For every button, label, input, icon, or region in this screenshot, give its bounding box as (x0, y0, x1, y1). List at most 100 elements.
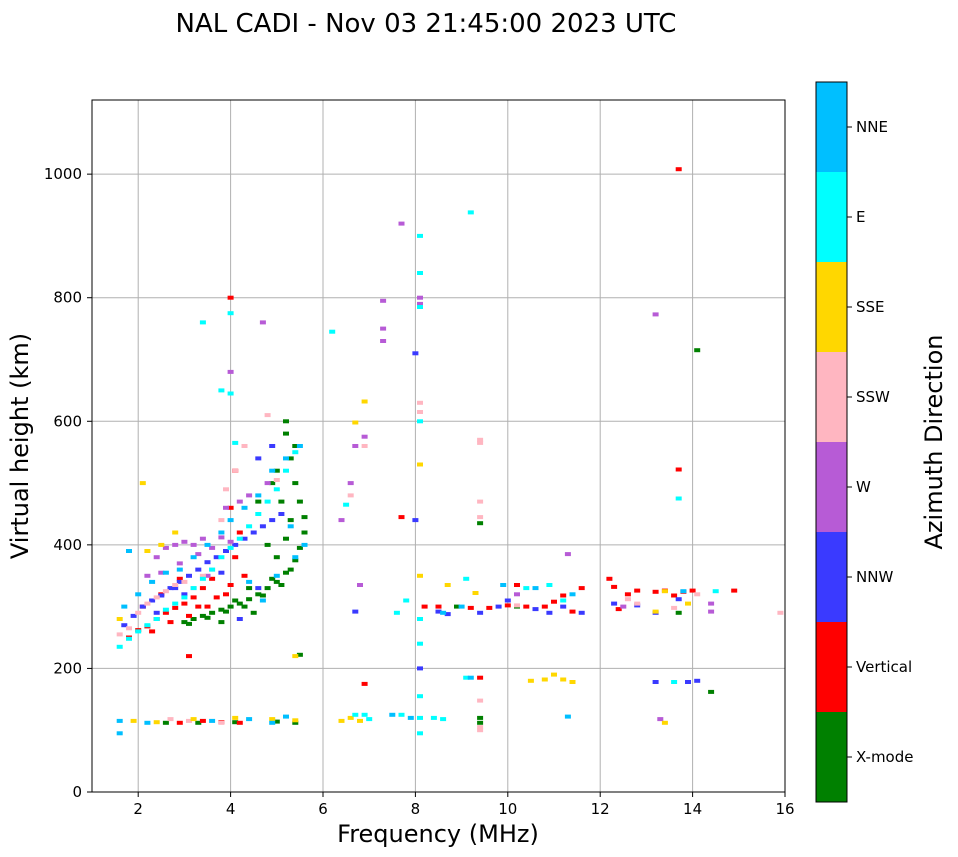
data-point-x-mode (246, 586, 253, 591)
data-point-vertical (606, 576, 613, 581)
data-point-e (181, 595, 188, 600)
data-point-nnw (269, 444, 276, 448)
colorbar-label: Azimuth Direction (920, 335, 948, 550)
data-point-nnw (232, 542, 239, 547)
data-point-e (227, 311, 234, 316)
data-point-vertical (227, 583, 234, 587)
data-point-vertical (213, 595, 220, 600)
data-point-ssw (624, 597, 631, 602)
data-point-vertical (634, 588, 641, 593)
data-point-ssw (514, 603, 520, 608)
x-tick-label: 2 (133, 800, 143, 818)
data-point-vertical (176, 576, 183, 581)
data-point-x-mode (218, 620, 225, 625)
data-point-nnw (176, 579, 183, 584)
data-point-nnw (532, 607, 539, 612)
data-point-vertical (421, 604, 428, 609)
y-tick-label: 800 (53, 289, 82, 307)
data-point-x-mode (296, 499, 303, 504)
data-point-w (204, 573, 211, 578)
data-point-x-mode (255, 592, 262, 597)
data-point-x-mode (301, 530, 308, 535)
data-point-e (671, 680, 678, 684)
data-point-sse (172, 530, 179, 535)
data-point-x-mode (162, 720, 169, 725)
colorbar-segment (816, 172, 847, 262)
data-point-x-mode (296, 652, 303, 657)
data-point-e (236, 536, 243, 541)
data-point-vertical (227, 505, 234, 510)
data-point-x-mode (195, 720, 202, 725)
data-point-sse (190, 717, 197, 722)
plot-background (92, 100, 785, 792)
data-point-w (380, 298, 387, 303)
y-axis-ticks: 0 200 400 600 800 1000 (44, 165, 92, 801)
data-point-vertical (477, 675, 484, 680)
data-point-vertical (467, 605, 474, 610)
data-point-sse (292, 718, 299, 723)
colorbar-tick-label: SSW (856, 388, 890, 406)
data-point-x-mode (273, 468, 280, 473)
data-point-e (343, 502, 350, 507)
data-point-x-mode (250, 610, 257, 615)
data-point-sse (352, 420, 359, 425)
data-point-sse (444, 583, 451, 587)
data-point-nne (241, 505, 248, 510)
data-point-ssw (694, 592, 701, 597)
data-point-sse (560, 677, 567, 682)
data-point-x-mode (273, 719, 280, 724)
colorbar-tick-label: E (856, 208, 865, 226)
data-point-e (352, 712, 359, 717)
data-point-nne (176, 567, 183, 572)
data-point-x-mode (283, 431, 289, 436)
data-point-sse (652, 609, 659, 614)
data-point-x-mode (232, 720, 239, 725)
data-point-e (329, 329, 336, 334)
data-point-x-mode (283, 419, 289, 424)
data-point-sse (357, 718, 363, 723)
data-point-sse (569, 680, 576, 684)
data-point-ssw (361, 444, 368, 448)
data-point-ssw (116, 632, 123, 637)
data-point-e (199, 320, 206, 325)
data-point-w (144, 573, 151, 578)
plot-frame (91, 99, 786, 793)
data-point-w (153, 555, 160, 560)
data-point-e (366, 717, 373, 722)
data-point-e (398, 712, 405, 717)
data-point-nne (389, 712, 396, 717)
data-point-vertical (361, 681, 368, 686)
data-point-nnw (223, 549, 229, 553)
data-point-w (352, 444, 359, 448)
data-point-nne (569, 592, 576, 597)
data-point-w (195, 552, 202, 557)
data-point-x-mode (292, 558, 299, 563)
data-point-ssw (218, 518, 225, 523)
data-point-nne (149, 579, 156, 584)
data-point-sse (661, 720, 668, 725)
y-tick-label: 400 (53, 536, 82, 554)
data-point-vertical (232, 555, 239, 560)
data-point-nnw (255, 586, 262, 591)
data-point-e (218, 555, 225, 560)
data-point-nne (227, 518, 234, 523)
data-point-vertical (689, 588, 696, 593)
data-point-nnw (477, 610, 484, 615)
data-point-nnw (213, 555, 220, 560)
data-point-ssw (477, 440, 484, 445)
data-point-nne (301, 542, 308, 547)
data-point-e (463, 675, 470, 680)
x-tick-label: 16 (775, 800, 794, 818)
data-point-vertical (551, 599, 557, 604)
data-point-sse (551, 672, 557, 677)
data-point-vertical (227, 295, 234, 300)
data-point-nne (564, 714, 571, 719)
data-point-sse (130, 718, 137, 723)
data-point-nnw (352, 609, 359, 614)
chart-title: NAL CADI - Nov 03 21:45:00 2023 UTC (176, 9, 677, 39)
data-point-vertical (149, 629, 156, 634)
data-point-e (227, 545, 234, 550)
data-point-nnw (504, 598, 511, 603)
data-point-ssw (477, 698, 484, 703)
